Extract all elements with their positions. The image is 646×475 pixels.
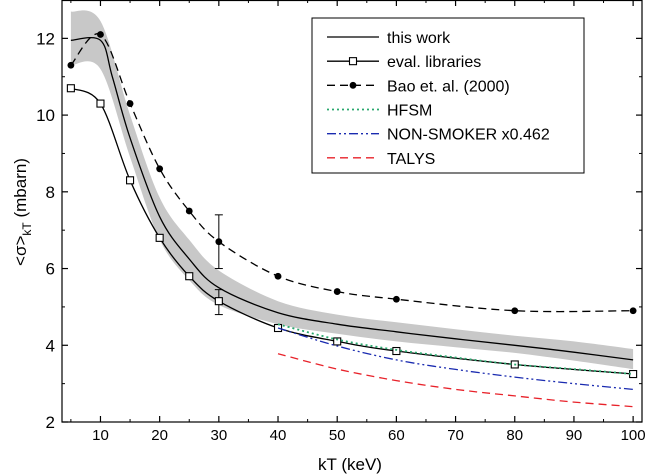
x-tick-label: 100 bbox=[621, 427, 646, 444]
legend: this work eval. libraries Bao et. al. (200… bbox=[311, 17, 585, 174]
x-tick-label: 80 bbox=[506, 427, 523, 444]
data-point-circle bbox=[274, 272, 282, 280]
data-point-square bbox=[66, 84, 75, 93]
data-point-square bbox=[392, 346, 401, 356]
series-2 bbox=[67, 31, 637, 315]
axes-frame bbox=[61, 0, 643, 423]
legend-label: HFSM bbox=[387, 103, 432, 120]
legend-item: Bao et. al. (2000) bbox=[327, 78, 510, 95]
data-point-circle bbox=[629, 307, 637, 315]
data-point-circle bbox=[349, 81, 357, 89]
series-line bbox=[70, 33, 634, 313]
legend-box bbox=[311, 17, 585, 174]
data-point-circle bbox=[215, 238, 223, 246]
y-tick-label: 12 bbox=[36, 29, 55, 48]
data-point-square bbox=[155, 233, 164, 242]
legend-label: this work bbox=[387, 30, 451, 47]
series-4 bbox=[277, 327, 634, 391]
series-line bbox=[277, 353, 634, 408]
y-tick-label: 6 bbox=[46, 260, 55, 279]
data-point-circle bbox=[392, 295, 400, 303]
data-point-circle bbox=[97, 31, 104, 38]
data-point-square bbox=[126, 176, 135, 185]
series-0 bbox=[70, 36, 634, 361]
legend-label: TALYS bbox=[387, 151, 435, 168]
y-axis-label: <σ>kT (mbarn) bbox=[11, 158, 34, 266]
x-tick-label: 40 bbox=[270, 427, 287, 444]
legend-item: this work bbox=[327, 30, 451, 47]
x-tick-label: 90 bbox=[566, 427, 583, 444]
data-point-circle bbox=[333, 288, 341, 295]
x-axis-label: kT (keV) bbox=[318, 455, 382, 474]
data-point-square bbox=[214, 297, 223, 306]
x-tick-label: 10 bbox=[92, 427, 109, 444]
legend-item: TALYS bbox=[327, 151, 435, 168]
legend-label: eval. libraries bbox=[387, 54, 481, 71]
data-point-circle bbox=[156, 165, 164, 173]
data-point-square bbox=[333, 337, 342, 346]
x-tick-label: 20 bbox=[151, 427, 168, 444]
legend-item: eval. libraries bbox=[327, 54, 481, 71]
y-tick-label: 10 bbox=[36, 106, 55, 125]
data-point-circle bbox=[511, 307, 519, 315]
x-tick-label: 30 bbox=[210, 427, 227, 444]
uncertainty-band bbox=[70, 10, 634, 370]
data-point-circle bbox=[67, 61, 75, 69]
x-tick-label: 60 bbox=[388, 427, 405, 444]
series-layer bbox=[66, 31, 638, 408]
uncertainty-band-area bbox=[70, 10, 634, 370]
y-tick-label: 4 bbox=[46, 336, 55, 355]
tick-layer: 10 20 30 40 50 60 70 80 90 100 2 4 6 8 10 12 bbox=[36, 0, 646, 444]
legend-item: NON-SMOKER x0.462 bbox=[327, 127, 550, 144]
data-point-square bbox=[348, 57, 358, 66]
plot-frame bbox=[61, 0, 643, 423]
y-tick-label: 2 bbox=[46, 413, 55, 432]
series-line bbox=[277, 327, 634, 391]
data-point-square bbox=[96, 99, 105, 108]
y-axis-label-main: <σ> bbox=[11, 236, 30, 266]
y-axis-label-sub: kT bbox=[20, 222, 34, 236]
y-axis-label-unit: (mbarn) bbox=[11, 158, 30, 222]
series-line bbox=[70, 36, 634, 361]
y-tick-label: 8 bbox=[46, 183, 55, 202]
legend-label: Bao et. al. (2000) bbox=[387, 78, 510, 95]
series-3 bbox=[277, 323, 634, 375]
x-tick-label: 70 bbox=[447, 427, 464, 444]
legend-item: HFSM bbox=[327, 103, 432, 120]
data-point-square bbox=[185, 272, 194, 281]
legend-label: NON-SMOKER x0.462 bbox=[387, 127, 550, 144]
data-point-circle bbox=[185, 207, 193, 215]
series-5 bbox=[277, 353, 634, 408]
x-tick-label: 50 bbox=[329, 427, 346, 444]
series-line bbox=[277, 323, 634, 375]
data-point-circle bbox=[126, 100, 134, 107]
